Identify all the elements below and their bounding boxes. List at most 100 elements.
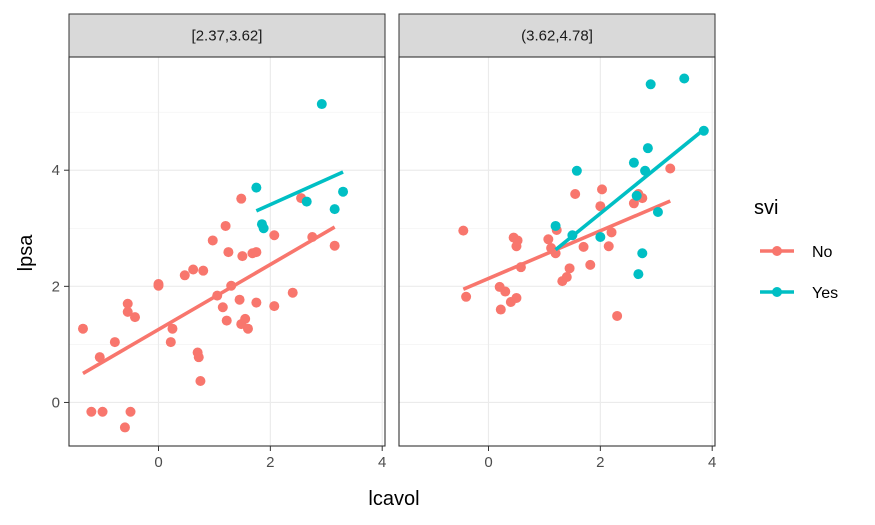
data-point-no: [500, 286, 511, 297]
data-point-no: [221, 315, 232, 326]
legend-key-point: [772, 287, 782, 297]
fit-line-no: [462, 199, 671, 291]
data-point-yes: [251, 182, 262, 193]
data-point-no: [86, 406, 97, 417]
legend: svi No Yes: [754, 197, 838, 302]
data-point-no: [226, 280, 237, 291]
data-point-no: [119, 422, 130, 433]
data-point-no: [153, 279, 164, 290]
data-point-no: [269, 301, 280, 312]
panel-1: [2.37,3.62] 0 2 4 0 2 4: [52, 13, 386, 471]
data-point-no: [223, 247, 234, 258]
data-point-no: [585, 259, 596, 270]
data-point-no: [198, 265, 209, 276]
data-point-no: [188, 264, 199, 275]
strip-background: [68, 13, 386, 58]
data-point-no: [597, 184, 608, 195]
x-tick-label: 4: [708, 454, 716, 471]
data-point-no: [109, 337, 120, 348]
y-tick-label: 2: [52, 278, 60, 295]
data-point-yes: [640, 165, 651, 176]
legend-entry-no: No: [760, 244, 833, 261]
data-point-yes: [595, 231, 606, 242]
data-point-no: [122, 306, 133, 317]
x-axis-title: lcavol: [368, 488, 419, 510]
legend-label: No: [812, 244, 833, 261]
data-point-no: [242, 323, 253, 334]
data-point-yes: [628, 157, 639, 168]
data-point-yes: [301, 196, 312, 207]
data-point-yes: [679, 73, 690, 84]
fit-line-yes: [255, 170, 344, 213]
data-point-no: [193, 352, 204, 363]
data-point-no: [595, 201, 606, 212]
data-point-no: [165, 337, 176, 348]
strip-label: [2.37,3.62]: [192, 28, 263, 45]
data-point-yes: [652, 207, 663, 218]
data-point-no: [237, 251, 248, 262]
data-point-yes: [338, 186, 349, 197]
data-point-no: [543, 234, 554, 245]
data-point-yes: [645, 79, 656, 90]
data-point-no: [515, 262, 526, 273]
data-point-no: [125, 406, 136, 417]
data-point-no: [511, 292, 522, 303]
panel-border: [68, 56, 386, 447]
strip-background: [398, 13, 716, 58]
data-point-yes: [329, 204, 340, 215]
data-point-yes: [631, 190, 642, 201]
data-point-no: [307, 231, 318, 242]
data-point-yes: [567, 230, 578, 241]
data-point-no: [628, 198, 639, 209]
data-point-no: [603, 241, 614, 252]
x-tick-label: 0: [484, 454, 492, 471]
data-point-no: [179, 270, 190, 281]
data-point-no: [240, 313, 251, 324]
data-point-no: [207, 235, 218, 246]
data-point-no: [461, 291, 472, 302]
data-point-no: [220, 220, 231, 231]
x-tick-label: 0: [154, 454, 162, 471]
data-point-no: [269, 230, 280, 241]
strip-label: (3.62,4.78]: [521, 28, 593, 45]
data-point-no: [512, 235, 523, 246]
data-point-yes: [550, 220, 561, 231]
data-point-no: [97, 406, 108, 417]
y-tick-label: 4: [52, 162, 60, 179]
data-point-yes: [698, 125, 709, 136]
panel-border: [398, 56, 716, 447]
data-point-no: [167, 323, 178, 334]
data-point-no: [129, 312, 140, 323]
fit-line-no: [82, 225, 336, 375]
data-point-no: [195, 375, 206, 386]
data-point-yes: [642, 143, 653, 154]
data-point-no: [287, 287, 298, 298]
data-point-no: [570, 189, 581, 200]
fit-line-yes: [554, 128, 705, 252]
data-point-yes: [637, 248, 648, 259]
y-axis-title: lpsa: [15, 234, 37, 272]
data-point-no: [212, 290, 223, 301]
data-point-no: [329, 240, 340, 251]
data-point-no: [550, 248, 561, 259]
data-point-no: [122, 298, 133, 309]
panels-layer: [2.37,3.62] 0 2 4 0 2 4 (3.62,4.78] 0 2 4: [52, 13, 716, 471]
data-point-no: [234, 294, 245, 305]
data-point-yes: [571, 165, 582, 176]
x-tick-label: 2: [596, 454, 604, 471]
data-point-no: [251, 247, 262, 258]
legend-entry-yes: Yes: [760, 285, 838, 302]
data-point-no: [578, 241, 589, 252]
data-point-no: [236, 193, 247, 204]
x-tick-label: 2: [266, 454, 274, 471]
data-point-no: [612, 310, 623, 321]
data-point-no: [458, 225, 469, 236]
data-point-no: [77, 323, 88, 334]
data-point-yes: [258, 223, 269, 234]
panel-2: (3.62,4.78] 0 2 4: [398, 13, 716, 471]
data-point-yes: [633, 269, 644, 280]
data-point-no: [495, 304, 506, 315]
legend-title: svi: [754, 197, 778, 219]
data-point-no: [606, 227, 617, 238]
